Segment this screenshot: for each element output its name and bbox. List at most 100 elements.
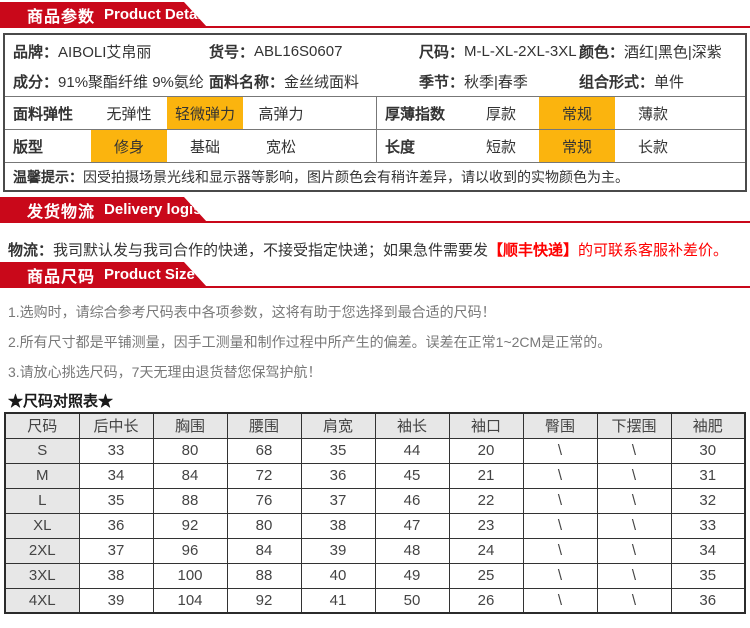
size-cell: \ bbox=[522, 462, 598, 489]
section-banner-product-size: 商品尺码 Product Size bbox=[0, 262, 750, 288]
param-label: 尺码： bbox=[419, 43, 465, 61]
size-tip-3: 3.请放心挑选尺码，7天无理由退货替您保驾护航！ bbox=[8, 364, 322, 380]
section-title-en: Product Detail bbox=[104, 6, 206, 23]
size-cell: 36 bbox=[670, 587, 746, 614]
size-cell: 2XL bbox=[4, 537, 80, 564]
size-cell: 4XL bbox=[4, 587, 80, 614]
size-cell: 80 bbox=[152, 437, 228, 464]
size-cell: 34 bbox=[670, 537, 746, 564]
param-item-no: 货号： ABL16S0607 bbox=[209, 41, 419, 62]
size-cell: 47 bbox=[374, 512, 450, 539]
param-fabric-name: 面料名称： 金丝绒面料 bbox=[209, 71, 419, 92]
size-col-header: 腰围 bbox=[226, 412, 302, 439]
size-cell: 38 bbox=[78, 562, 154, 589]
size-cell: 76 bbox=[226, 487, 302, 514]
size-cell: 37 bbox=[300, 487, 376, 514]
size-row-2xl: 2XL 37 96 84 39 48 24 \ \ 34 bbox=[4, 537, 746, 564]
param-label: 面料弹性 bbox=[13, 105, 74, 123]
param-option-selected: 轻微弹力 bbox=[167, 97, 243, 129]
param-label: 版型 bbox=[13, 138, 44, 156]
size-col-header: 袖长 bbox=[374, 412, 450, 439]
size-cell: 26 bbox=[448, 587, 524, 614]
size-cell: 39 bbox=[300, 537, 376, 564]
param-value: 金丝绒面料 bbox=[284, 74, 360, 91]
param-option: 无弹性 bbox=[106, 105, 152, 123]
size-cell: 88 bbox=[152, 487, 228, 514]
param-group-length: 长度 短款 常规 长款 bbox=[376, 130, 745, 162]
size-chart-table: 尺码 后中长 胸围 腰围 肩宽 袖长 袖口 臀围 下摆围 袖肥 S 33 80 … bbox=[4, 412, 746, 614]
param-label: 季节： bbox=[419, 74, 465, 91]
size-cell: \ bbox=[596, 587, 672, 614]
size-cell: \ bbox=[522, 512, 598, 539]
banner-underline bbox=[0, 26, 750, 28]
size-cell: 33 bbox=[670, 512, 746, 539]
size-cell: 41 bbox=[300, 587, 376, 614]
section-banner-product-detail: 商品参数 Product Detail bbox=[0, 2, 750, 28]
param-group-cut-type: 版型 修身 基础 宽松 bbox=[5, 130, 376, 162]
param-option-selected: 常规 bbox=[539, 97, 615, 129]
size-cell: 35 bbox=[78, 487, 154, 514]
size-cell: \ bbox=[596, 437, 672, 464]
size-cell: XL bbox=[4, 512, 80, 539]
size-cell: 36 bbox=[78, 512, 154, 539]
banner-flag: 商品尺码 Product Size bbox=[0, 262, 207, 287]
size-cell: 25 bbox=[448, 562, 524, 589]
size-cell: 44 bbox=[374, 437, 450, 464]
size-cell: 35 bbox=[670, 562, 746, 589]
size-col-header: 袖口 bbox=[448, 412, 524, 439]
param-option: 短款 bbox=[485, 138, 516, 156]
param-label: 成分： bbox=[13, 74, 59, 91]
size-cell: 45 bbox=[374, 462, 450, 489]
param-label: 组合形式： bbox=[579, 74, 655, 91]
size-cell: 39 bbox=[78, 587, 154, 614]
param-row-basic-2: 成分： 91%聚酯纤维 9%氨纶 面料名称： 金丝绒面料 季节： 秋季|春季 组合形式… bbox=[5, 67, 745, 96]
size-cell: 32 bbox=[670, 487, 746, 514]
size-cell: 33 bbox=[78, 437, 154, 464]
section-title-en: Delivery logistics bbox=[104, 201, 228, 218]
param-value: 秋季|春季 bbox=[464, 74, 528, 91]
param-option: 基础 bbox=[189, 138, 220, 156]
size-col-header: 尺码 bbox=[4, 412, 80, 439]
size-cell: \ bbox=[522, 587, 598, 614]
size-cell: 50 bbox=[374, 587, 450, 614]
size-col-header: 臀围 bbox=[522, 412, 598, 439]
section-banner-delivery: 发货物流 Delivery logistics bbox=[0, 197, 750, 223]
size-col-header: 胸围 bbox=[152, 412, 228, 439]
param-sizes: 尺码： M-L-XL-2XL-3XL bbox=[419, 41, 579, 62]
size-cell: 104 bbox=[152, 587, 228, 614]
size-cell: 96 bbox=[152, 537, 228, 564]
size-cell: \ bbox=[522, 537, 598, 564]
size-cell: M bbox=[4, 462, 80, 489]
logistics-text-red: 的可联系客服补差价。 bbox=[578, 242, 729, 259]
param-value: AIBOLI艾帛丽 bbox=[58, 43, 152, 61]
param-value: 酒红|黑色|深紫 bbox=[624, 43, 722, 61]
param-label: 品牌： bbox=[13, 43, 59, 61]
section-title-cn: 发货物流 bbox=[27, 203, 96, 221]
size-cell: 21 bbox=[448, 462, 524, 489]
param-colors: 颜色： 酒红|黑色|深紫 bbox=[579, 41, 745, 62]
notice-label: 温馨提示： bbox=[13, 168, 83, 185]
size-col-header: 下摆围 bbox=[596, 412, 672, 439]
product-params-table: 品牌： AIBOLI艾帛丽 货号： ABL16S0607 尺码： M-L-XL-2XL… bbox=[3, 33, 747, 192]
size-cell: 84 bbox=[152, 462, 228, 489]
size-cell: 23 bbox=[448, 512, 524, 539]
section-title-en: Product Size bbox=[104, 266, 195, 283]
size-cell: \ bbox=[596, 537, 672, 564]
size-row-3xl: 3XL 38 100 88 40 49 25 \ \ 35 bbox=[4, 562, 746, 589]
logistics-label: 物流： bbox=[8, 242, 54, 259]
size-cell: \ bbox=[522, 487, 598, 514]
notice-text: 因受拍摄场景光线和显示器等影响，图片颜色会有稍许差异，请以收到的实物颜色为主。 bbox=[83, 168, 629, 185]
logistics-note: 物流：我司默认发与我司合作的快递，不接受指定快递；如果急件需要发【顺丰快递】的可… bbox=[8, 239, 728, 260]
size-row-s: S 33 80 68 35 44 20 \ \ 30 bbox=[4, 437, 746, 464]
size-cell: 100 bbox=[152, 562, 228, 589]
param-label: 面料名称： bbox=[209, 74, 285, 91]
size-cell: 49 bbox=[374, 562, 450, 589]
param-option: 宽松 bbox=[265, 138, 296, 156]
size-cell: 46 bbox=[374, 487, 450, 514]
logistics-express-highlight: 【顺丰快递】 bbox=[488, 242, 579, 259]
size-cell: 34 bbox=[78, 462, 154, 489]
size-col-header: 肩宽 bbox=[300, 412, 376, 439]
size-cell: 80 bbox=[226, 512, 302, 539]
param-option: 长款 bbox=[637, 138, 668, 156]
size-cell: 24 bbox=[448, 537, 524, 564]
